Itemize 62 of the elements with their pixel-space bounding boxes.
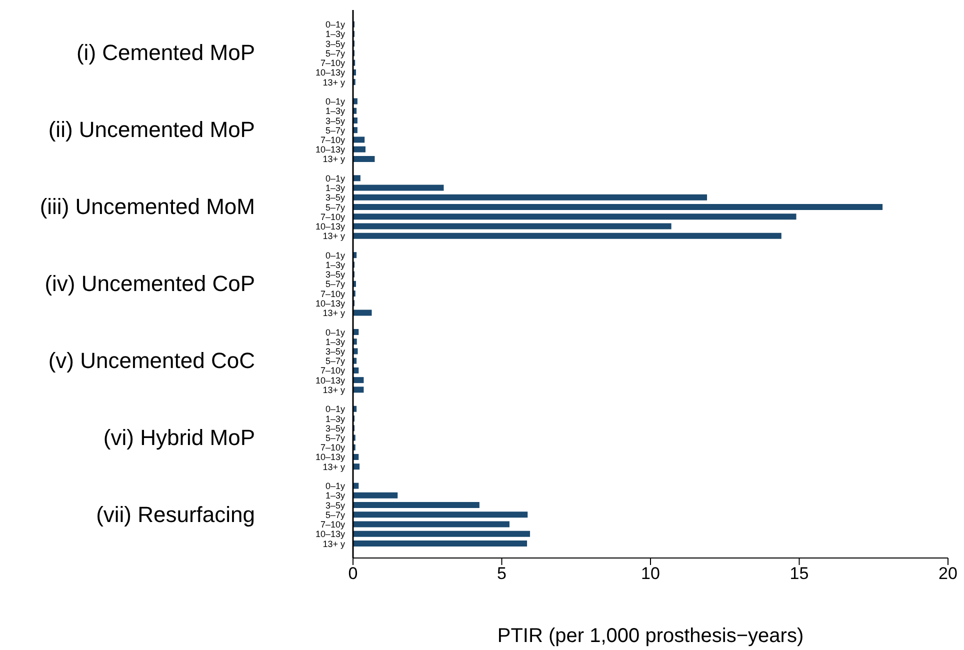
y-tick-label: 10–13y: [315, 222, 346, 232]
y-tick-label: 10–13y: [315, 68, 346, 78]
y-tick-label: 10–13y: [315, 452, 346, 462]
x-tick-label: 20: [938, 564, 958, 584]
text: (v) Uncemented CoC: [48, 346, 255, 375]
x-tick-label: 5: [497, 564, 506, 584]
y-tick-label: 5–7y: [325, 202, 346, 212]
text: (vi) Hybrid MoP: [103, 424, 255, 452]
y-tick-label: 3–5y: [325, 423, 346, 434]
y-tick-label: 7–10y: [320, 134, 346, 145]
y-tick-label: 7–10y: [320, 442, 346, 453]
x-tick-label: 10: [641, 564, 660, 584]
y-tick-label: 0–1y: [325, 481, 346, 492]
y-tick-label: 3–5y: [325, 346, 346, 356]
text: (ii) Uncemented MoP: [48, 116, 255, 144]
y-tick-label: 5–7y: [325, 279, 346, 290]
y-tick-label: 1–3y: [325, 29, 346, 40]
y-tick-label: 1–3y: [325, 490, 346, 501]
y-tick-label: 13+ y: [322, 308, 346, 318]
y-tick-label: 3–5y: [325, 192, 346, 203]
y-tick-label: 1–3y: [325, 414, 346, 424]
y-tick-label: 13+ y: [322, 384, 346, 395]
y-tick-label: 7–10y: [320, 366, 346, 376]
y-tick-label: 3–5y: [325, 116, 346, 126]
x-axis-title: PTIR (per 1,000 prosthesis−years): [497, 625, 804, 647]
y-tick-label: 13+ y: [322, 538, 346, 549]
y-tick-label: 7–10y: [320, 288, 346, 299]
y-tick-label: 3–5y: [325, 500, 346, 510]
y-tick-label: 13+ y: [322, 462, 346, 472]
x-tick-label: 15: [790, 564, 809, 584]
y-tick-label: 5–7y: [325, 433, 346, 444]
y-tick-label: 0–1y: [325, 404, 346, 414]
text: (iv) Uncemented CoP: [44, 270, 255, 298]
y-tick-label: 7–10y: [320, 58, 346, 68]
y-tick-label: 5–7y: [325, 356, 346, 366]
y-tick-label: 3–5y: [325, 38, 346, 49]
x-tick-label: 0: [348, 564, 358, 584]
y-tick-label: 3–5y: [325, 270, 346, 280]
text: (i) Cemented MoP: [76, 39, 255, 68]
y-tick-label: 0–1y: [325, 250, 346, 260]
y-tick-label: 5–7y: [325, 48, 346, 58]
y-tick-label: 10–13y: [315, 298, 346, 308]
y-tick-label: 1–3y: [325, 336, 346, 347]
y-tick-label: 0–1y: [325, 327, 346, 338]
y-tick-label: 1–3y: [325, 183, 346, 194]
y-tick-label: 13+ y: [322, 231, 346, 242]
y-tick-label: 13+ y: [322, 154, 346, 164]
text: (iii) Uncemented MoM: [40, 193, 255, 222]
y-tick-label: 5–7y: [325, 510, 346, 520]
text: (vii) Resurfacing: [96, 500, 255, 529]
y-tick-label: 0–1y: [325, 20, 346, 30]
y-tick-label: 1–3y: [325, 260, 346, 270]
y-tick-label: 7–10y: [320, 520, 346, 530]
y-tick-label: 13+ y: [322, 77, 346, 88]
y-tick-label: 0–1y: [325, 173, 346, 184]
y-tick-label: 0–1y: [325, 96, 346, 107]
y-tick-label: 10–13y: [315, 375, 346, 386]
y-tick-label: 10–13y: [315, 529, 346, 540]
y-tick-label: 1–3y: [325, 106, 346, 116]
y-tick-label: 10–13y: [315, 144, 346, 155]
y-tick-label: 5–7y: [325, 125, 346, 136]
y-tick-label: 7–10y: [320, 212, 346, 222]
